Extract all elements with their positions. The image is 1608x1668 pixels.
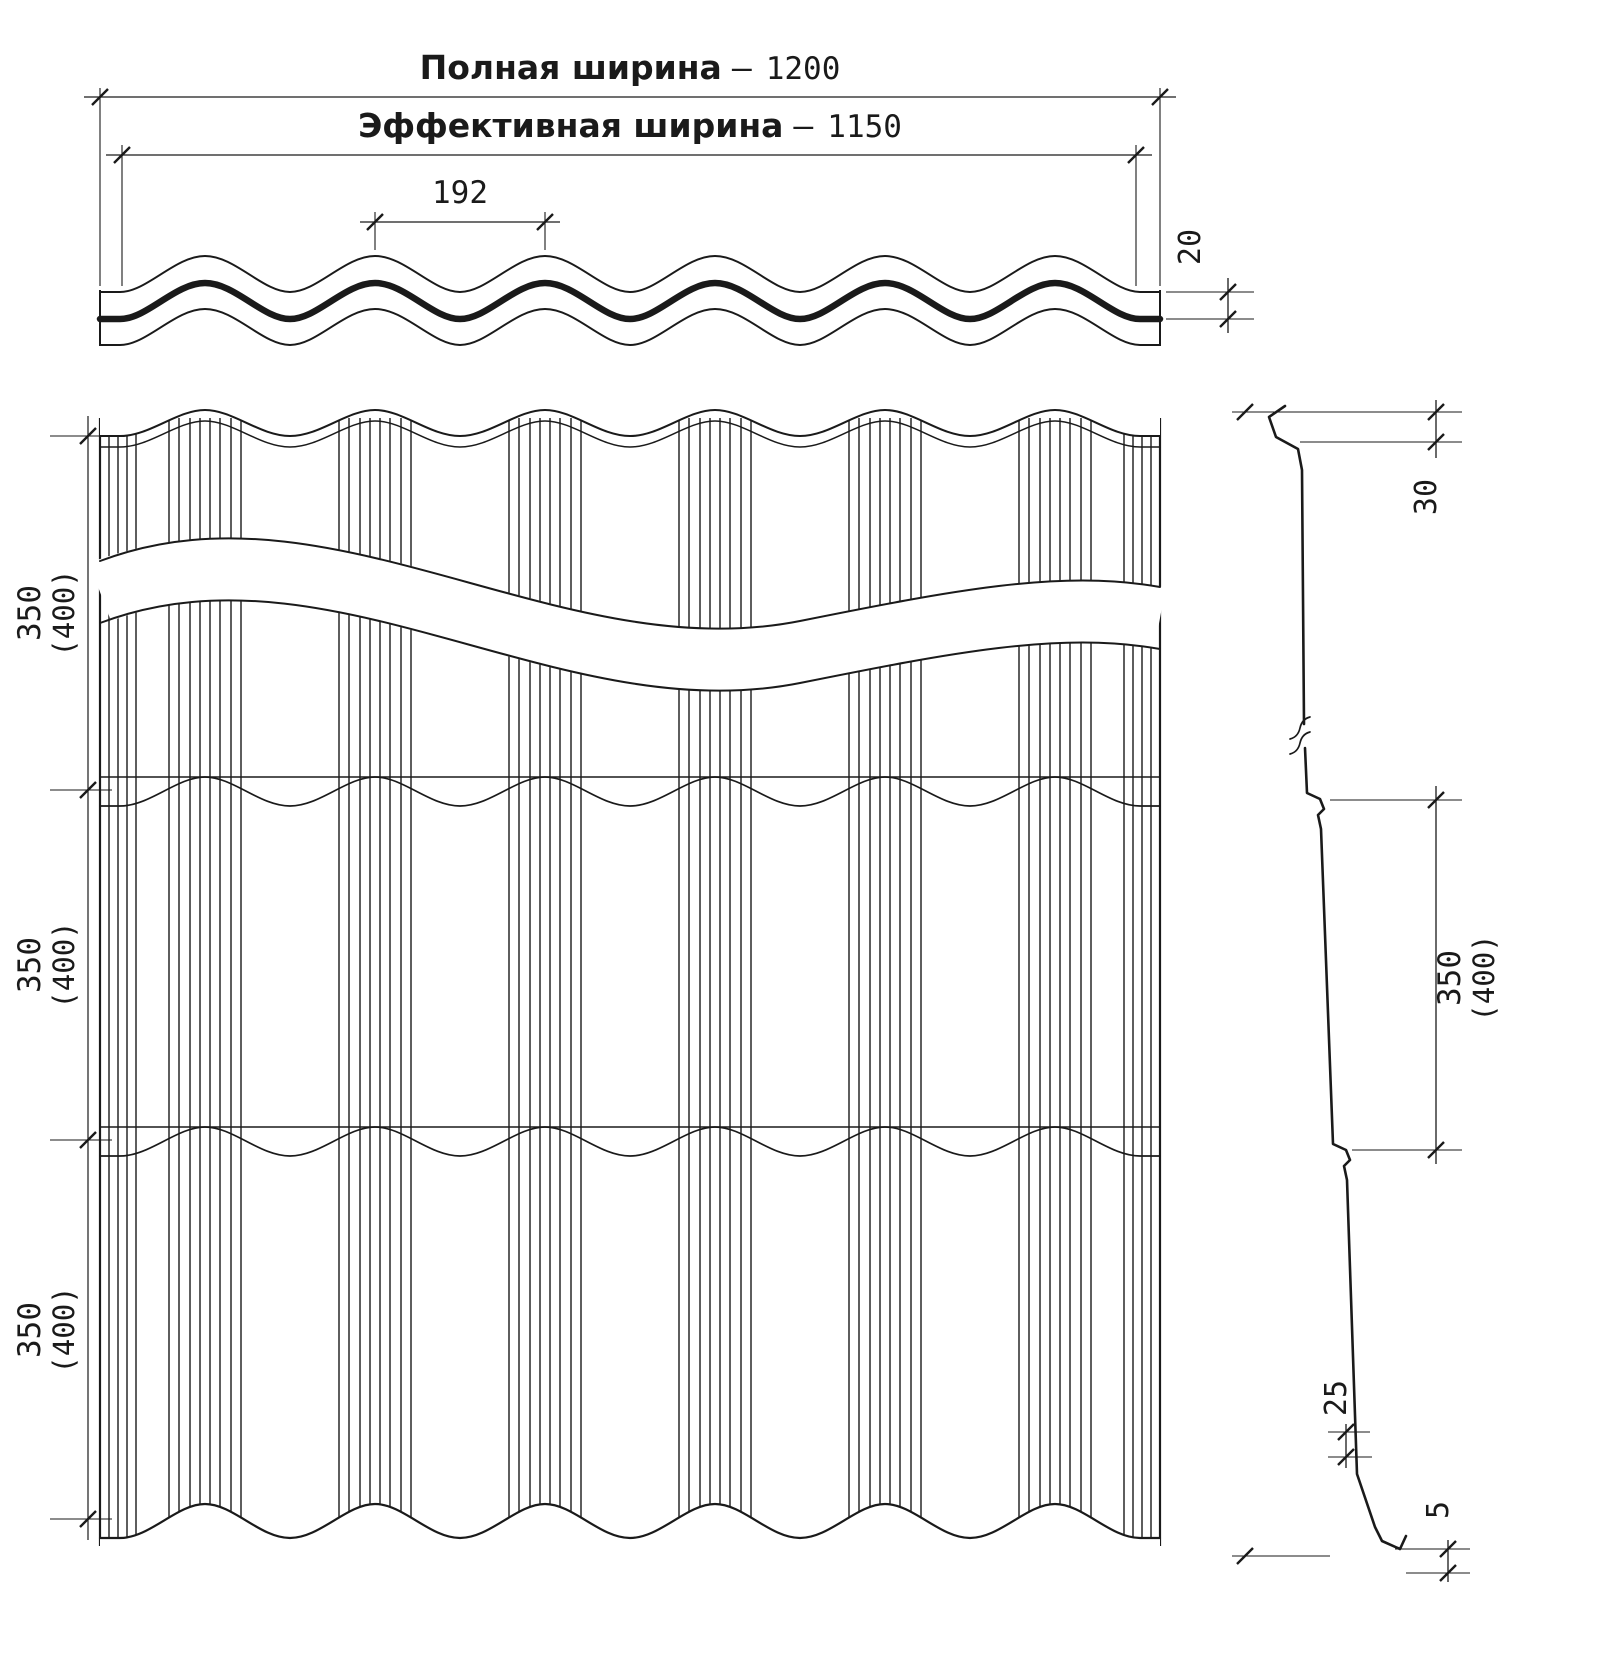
- wave-pitch-value: 192: [432, 175, 488, 211]
- row-step-2-alt-value: (400): [47, 921, 81, 1008]
- side-bottom-fold-value: 25: [1319, 1380, 1354, 1416]
- row-step-2-value: 350: [12, 937, 48, 993]
- side-top-fold-value: 30: [1409, 479, 1444, 515]
- effective-width-separator: –: [793, 106, 813, 145]
- profile-height-value: 20: [1173, 229, 1208, 265]
- full-width-value: 1200: [766, 51, 841, 87]
- side-row-step-value: 350: [1432, 950, 1468, 1006]
- row-step-3-value: 350: [12, 1302, 48, 1358]
- side-edge-fold-value: 5: [1421, 1501, 1456, 1519]
- effective-width-label: Эффективная ширина: [358, 106, 783, 145]
- row-step-1-value: 350: [12, 585, 48, 641]
- cross-section-view: [84, 88, 1254, 346]
- dimension-labels: Полная ширина –1200 Эффективная ширина –11…: [12, 48, 1501, 1519]
- row-step-3-alt-value: (400): [47, 1286, 81, 1373]
- full-width-dimension-text: Полная ширина –1200: [420, 48, 841, 87]
- effective-width-value: 1150: [827, 109, 902, 145]
- full-width-label: Полная ширина: [420, 48, 722, 87]
- row-step-1-alt-value: (400): [47, 569, 81, 656]
- side-row-step-alt-value: (400): [1467, 934, 1501, 1021]
- plan-view: [50, 392, 1166, 1570]
- full-width-separator: –: [732, 48, 752, 87]
- side-profile-view: [1232, 400, 1470, 1582]
- effective-width-dimension-text: Эффективная ширина –1150: [358, 106, 902, 145]
